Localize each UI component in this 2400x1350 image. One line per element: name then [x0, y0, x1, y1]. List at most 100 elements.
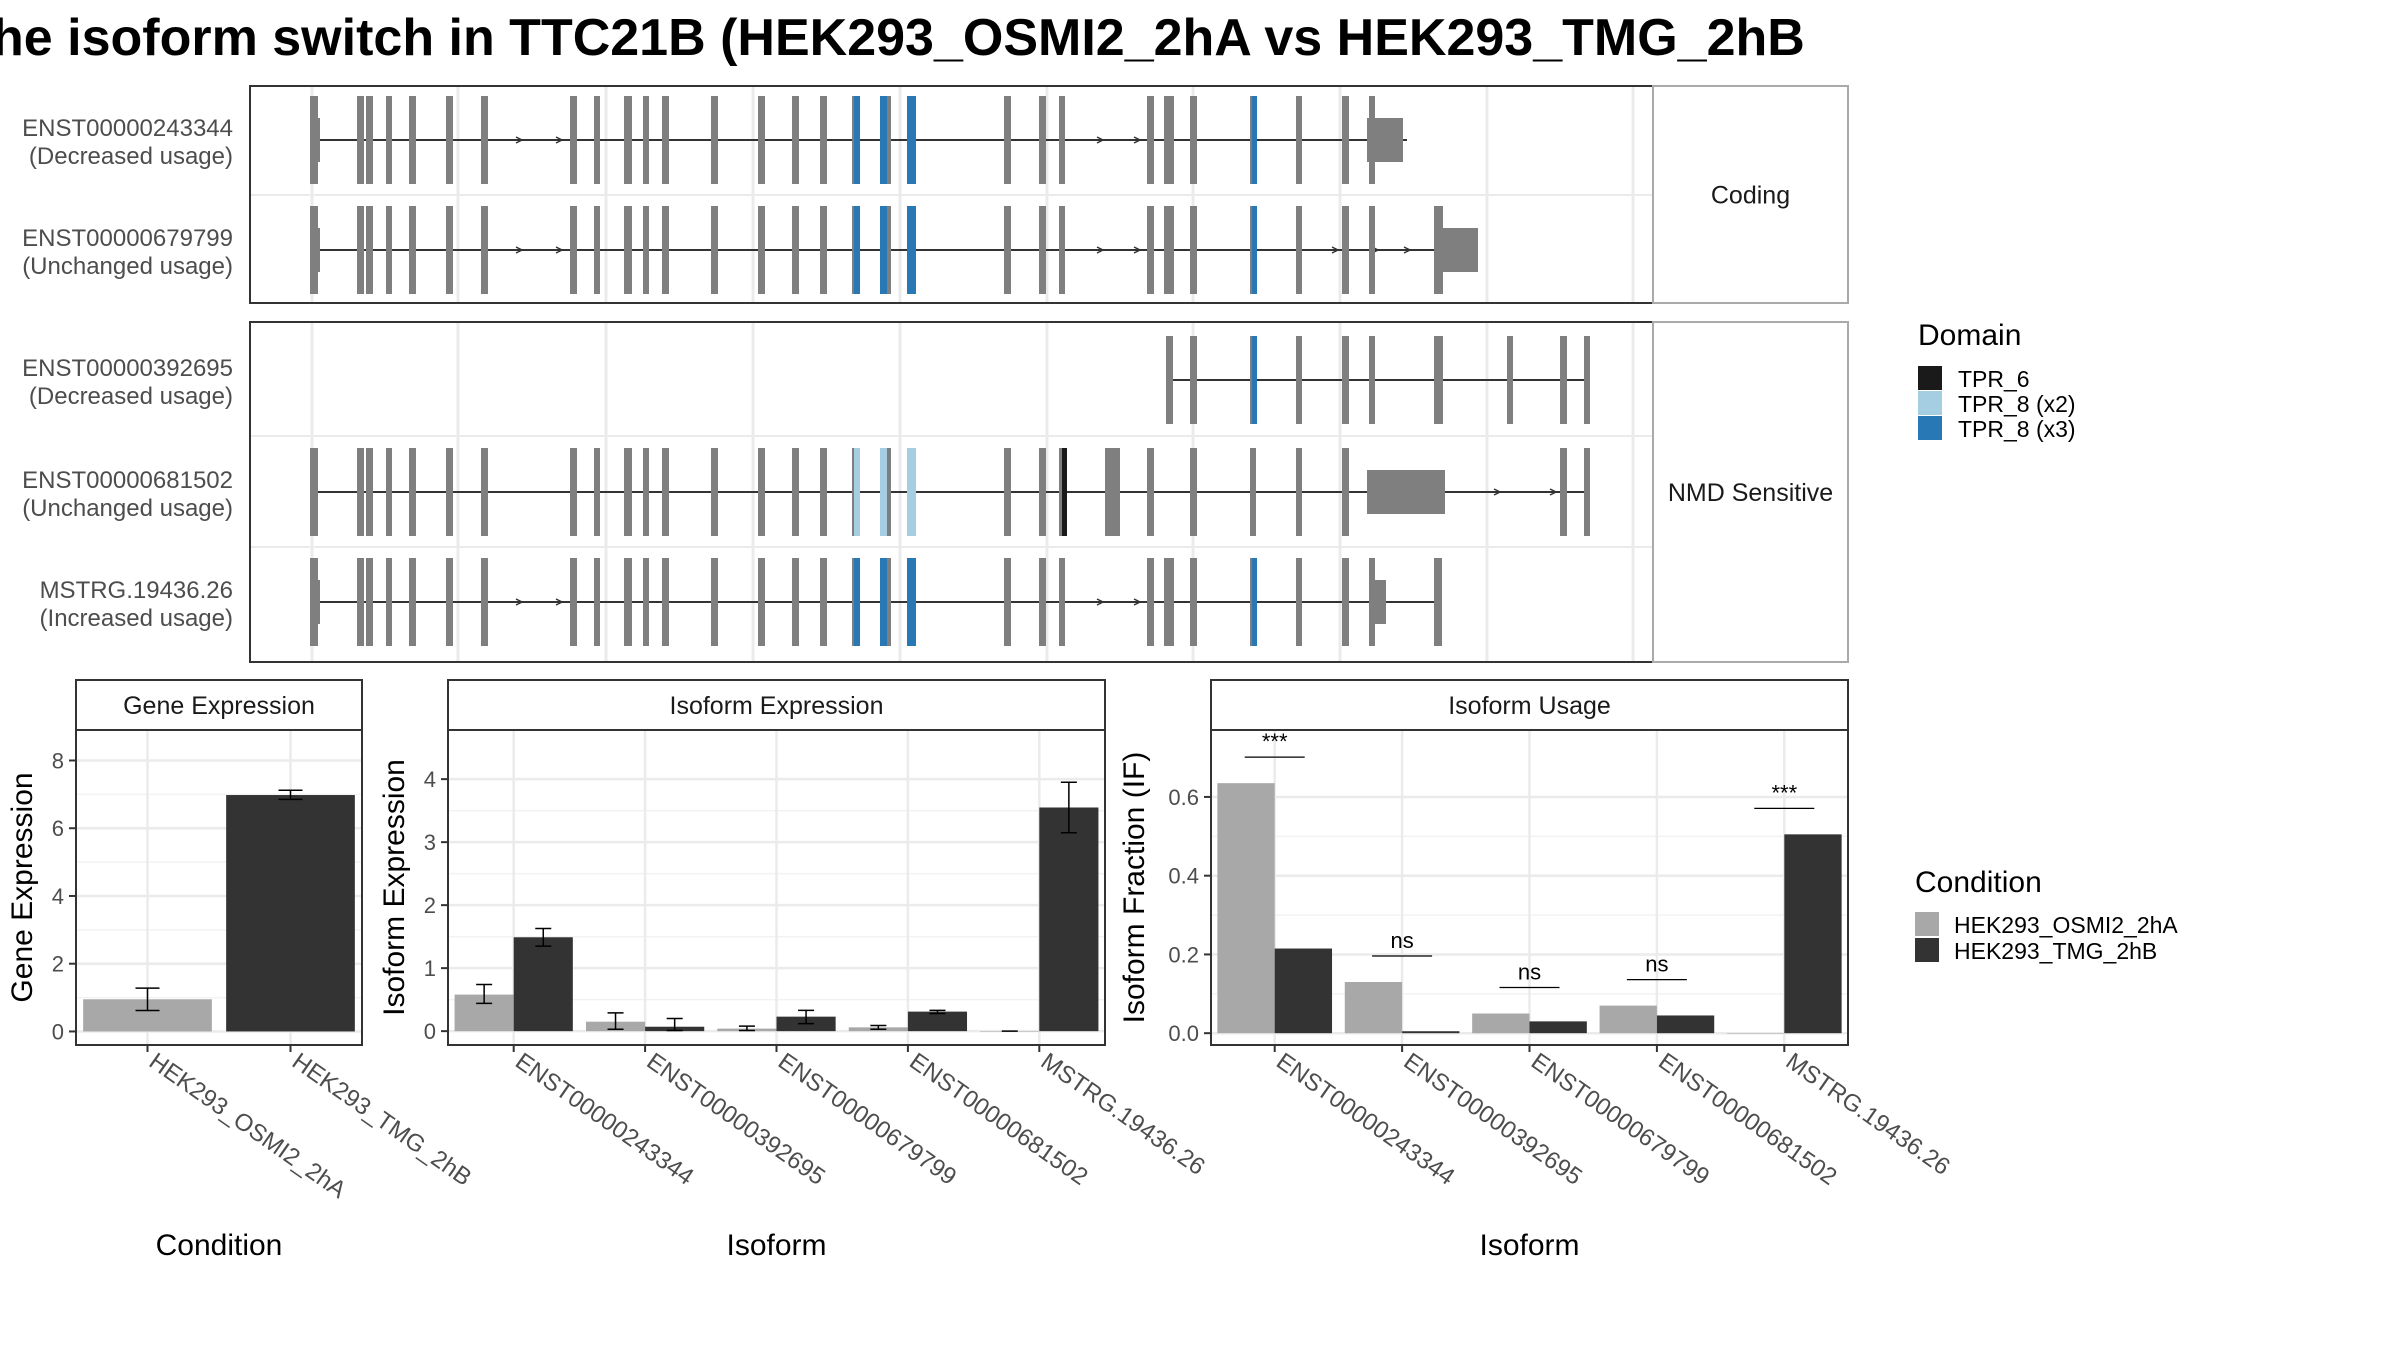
coding-exon — [1342, 96, 1349, 184]
coding-exon — [386, 206, 392, 294]
coding-exon — [624, 206, 632, 294]
coding-exon — [1190, 206, 1197, 294]
transcript-panel-0: ENST00000243344(Decreased usage)ENST0000… — [22, 85, 1849, 304]
significance-label: *** — [1771, 780, 1797, 805]
coding-exon — [594, 558, 600, 646]
protein-domain-tpr8-x2 — [907, 448, 916, 536]
coding-exon — [570, 96, 577, 184]
coding-exon — [884, 558, 891, 646]
y-tick-label: 0.2 — [1168, 942, 1199, 967]
y-axis-title: Isoform Expression — [378, 759, 411, 1016]
coding-exon — [884, 96, 891, 184]
exon — [1370, 580, 1386, 624]
coding-exon — [409, 206, 416, 294]
y-tick-label: 3 — [424, 830, 436, 855]
exon — [446, 448, 453, 536]
y-tick-label: 2 — [52, 952, 64, 977]
protein-domain-tpr8-x3 — [880, 96, 887, 184]
bar-panel-1: Isoform Expression01234ENST00000243344EN… — [378, 679, 1210, 1262]
y-tick-label: 0.4 — [1168, 864, 1199, 889]
coding-exon — [1164, 96, 1174, 184]
exon — [1560, 336, 1567, 424]
protein-domain-tpr8-x3 — [880, 206, 887, 294]
intron-direction-arrow — [1133, 246, 1142, 254]
transcript-track-enst00000681502: ENST00000681502(Unchanged usage) — [22, 448, 1590, 536]
significance-label: *** — [1262, 729, 1288, 754]
exon — [386, 448, 392, 536]
protein-domain-tpr8-x2 — [880, 448, 887, 536]
domain-legend-swatch — [1918, 416, 1942, 440]
transcript-panel-1: ENST00000392695(Decreased usage) ENST0000… — [22, 321, 1849, 663]
error-bar — [278, 789, 303, 801]
coding-exon — [1039, 558, 1046, 646]
coding-exon — [662, 206, 669, 294]
domain-legend-swatch — [1918, 391, 1942, 415]
utr-exon — [310, 580, 320, 624]
coding-exon — [1039, 96, 1046, 184]
coding-exon — [662, 558, 669, 646]
protein-domain-tpr6 — [1062, 448, 1067, 536]
exon — [643, 448, 649, 536]
coding-exon — [1059, 96, 1065, 184]
bar-enst00000243344 — [513, 937, 573, 1032]
bar-enst00000243344 — [1274, 948, 1333, 1034]
x-axis-title: Isoform — [1479, 1229, 1579, 1262]
y-axis-title: Isoform Fraction (IF) — [1118, 752, 1151, 1024]
y-tick-label: 2 — [424, 893, 436, 918]
y-tick-label: 1 — [424, 956, 436, 981]
error-bar — [929, 1009, 946, 1015]
transcript-structure-panels: ENST00000243344(Decreased usage)ENST0000… — [22, 85, 1849, 663]
coding-exon — [366, 96, 373, 184]
exon — [1584, 448, 1590, 536]
coding-exon — [594, 96, 600, 184]
error-bar — [798, 1009, 815, 1025]
intron-direction-arrow — [1403, 246, 1412, 254]
intron-direction-arrow — [1096, 246, 1105, 254]
error-bar — [607, 1012, 624, 1030]
coding-exon — [366, 206, 373, 294]
panel-strip-label: NMD Sensitive — [1668, 479, 1833, 507]
coding-exon — [1342, 206, 1349, 294]
coding-exon — [711, 558, 718, 646]
intron-direction-arrow — [515, 598, 524, 606]
exon — [1342, 336, 1349, 424]
exon — [624, 448, 632, 536]
bar-enst00000392695 — [1344, 982, 1403, 1034]
panel-title: Gene Expression — [123, 692, 315, 720]
intron-direction-arrow — [515, 246, 524, 254]
coding-exon — [446, 96, 453, 184]
transcript-label: ENST00000681502 — [22, 467, 233, 494]
protein-domain-tpr8-x3 — [854, 558, 860, 646]
error-bar — [738, 1025, 755, 1032]
coding-exon — [758, 206, 765, 294]
transcript-usage-label: (Unchanged usage) — [22, 253, 233, 280]
coding-exon — [366, 558, 373, 646]
figure-title: he isoform switch in TTC21B (HEK293_OSMI… — [0, 9, 1805, 67]
protein-domain-tpr8-x3 — [907, 558, 916, 646]
intron-direction-arrow — [515, 136, 524, 144]
panel-strip-label: Coding — [1711, 182, 1790, 210]
transcript-usage-label: (Decreased usage) — [29, 383, 233, 410]
protein-domain-tpr8-x3 — [1252, 206, 1257, 294]
exon — [1039, 448, 1046, 536]
coding-exon — [624, 96, 632, 184]
intron-direction-arrow — [1096, 136, 1105, 144]
coding-exon — [1147, 96, 1154, 184]
intron-direction-arrow — [1133, 136, 1142, 144]
coding-exon — [758, 96, 765, 184]
transcript-label: ENST00000392695 — [22, 355, 233, 382]
coding-exon — [643, 96, 649, 184]
transcript-label: ENST00000243344 — [22, 115, 233, 142]
domain-legend-label: TPR_8 (x2) — [1958, 391, 2076, 417]
exon — [711, 448, 718, 536]
coding-exon — [386, 558, 392, 646]
coding-exon — [446, 206, 453, 294]
bar-enst00000243344 — [1217, 783, 1275, 1034]
transcript-usage-label: (Decreased usage) — [29, 143, 233, 170]
exon — [1250, 448, 1256, 536]
bar-enst00000681502 — [1656, 1015, 1715, 1034]
coding-exon — [409, 96, 416, 184]
condition-legend-label: HEK293_OSMI2_2hA — [1954, 912, 2178, 938]
coding-exon — [570, 558, 577, 646]
